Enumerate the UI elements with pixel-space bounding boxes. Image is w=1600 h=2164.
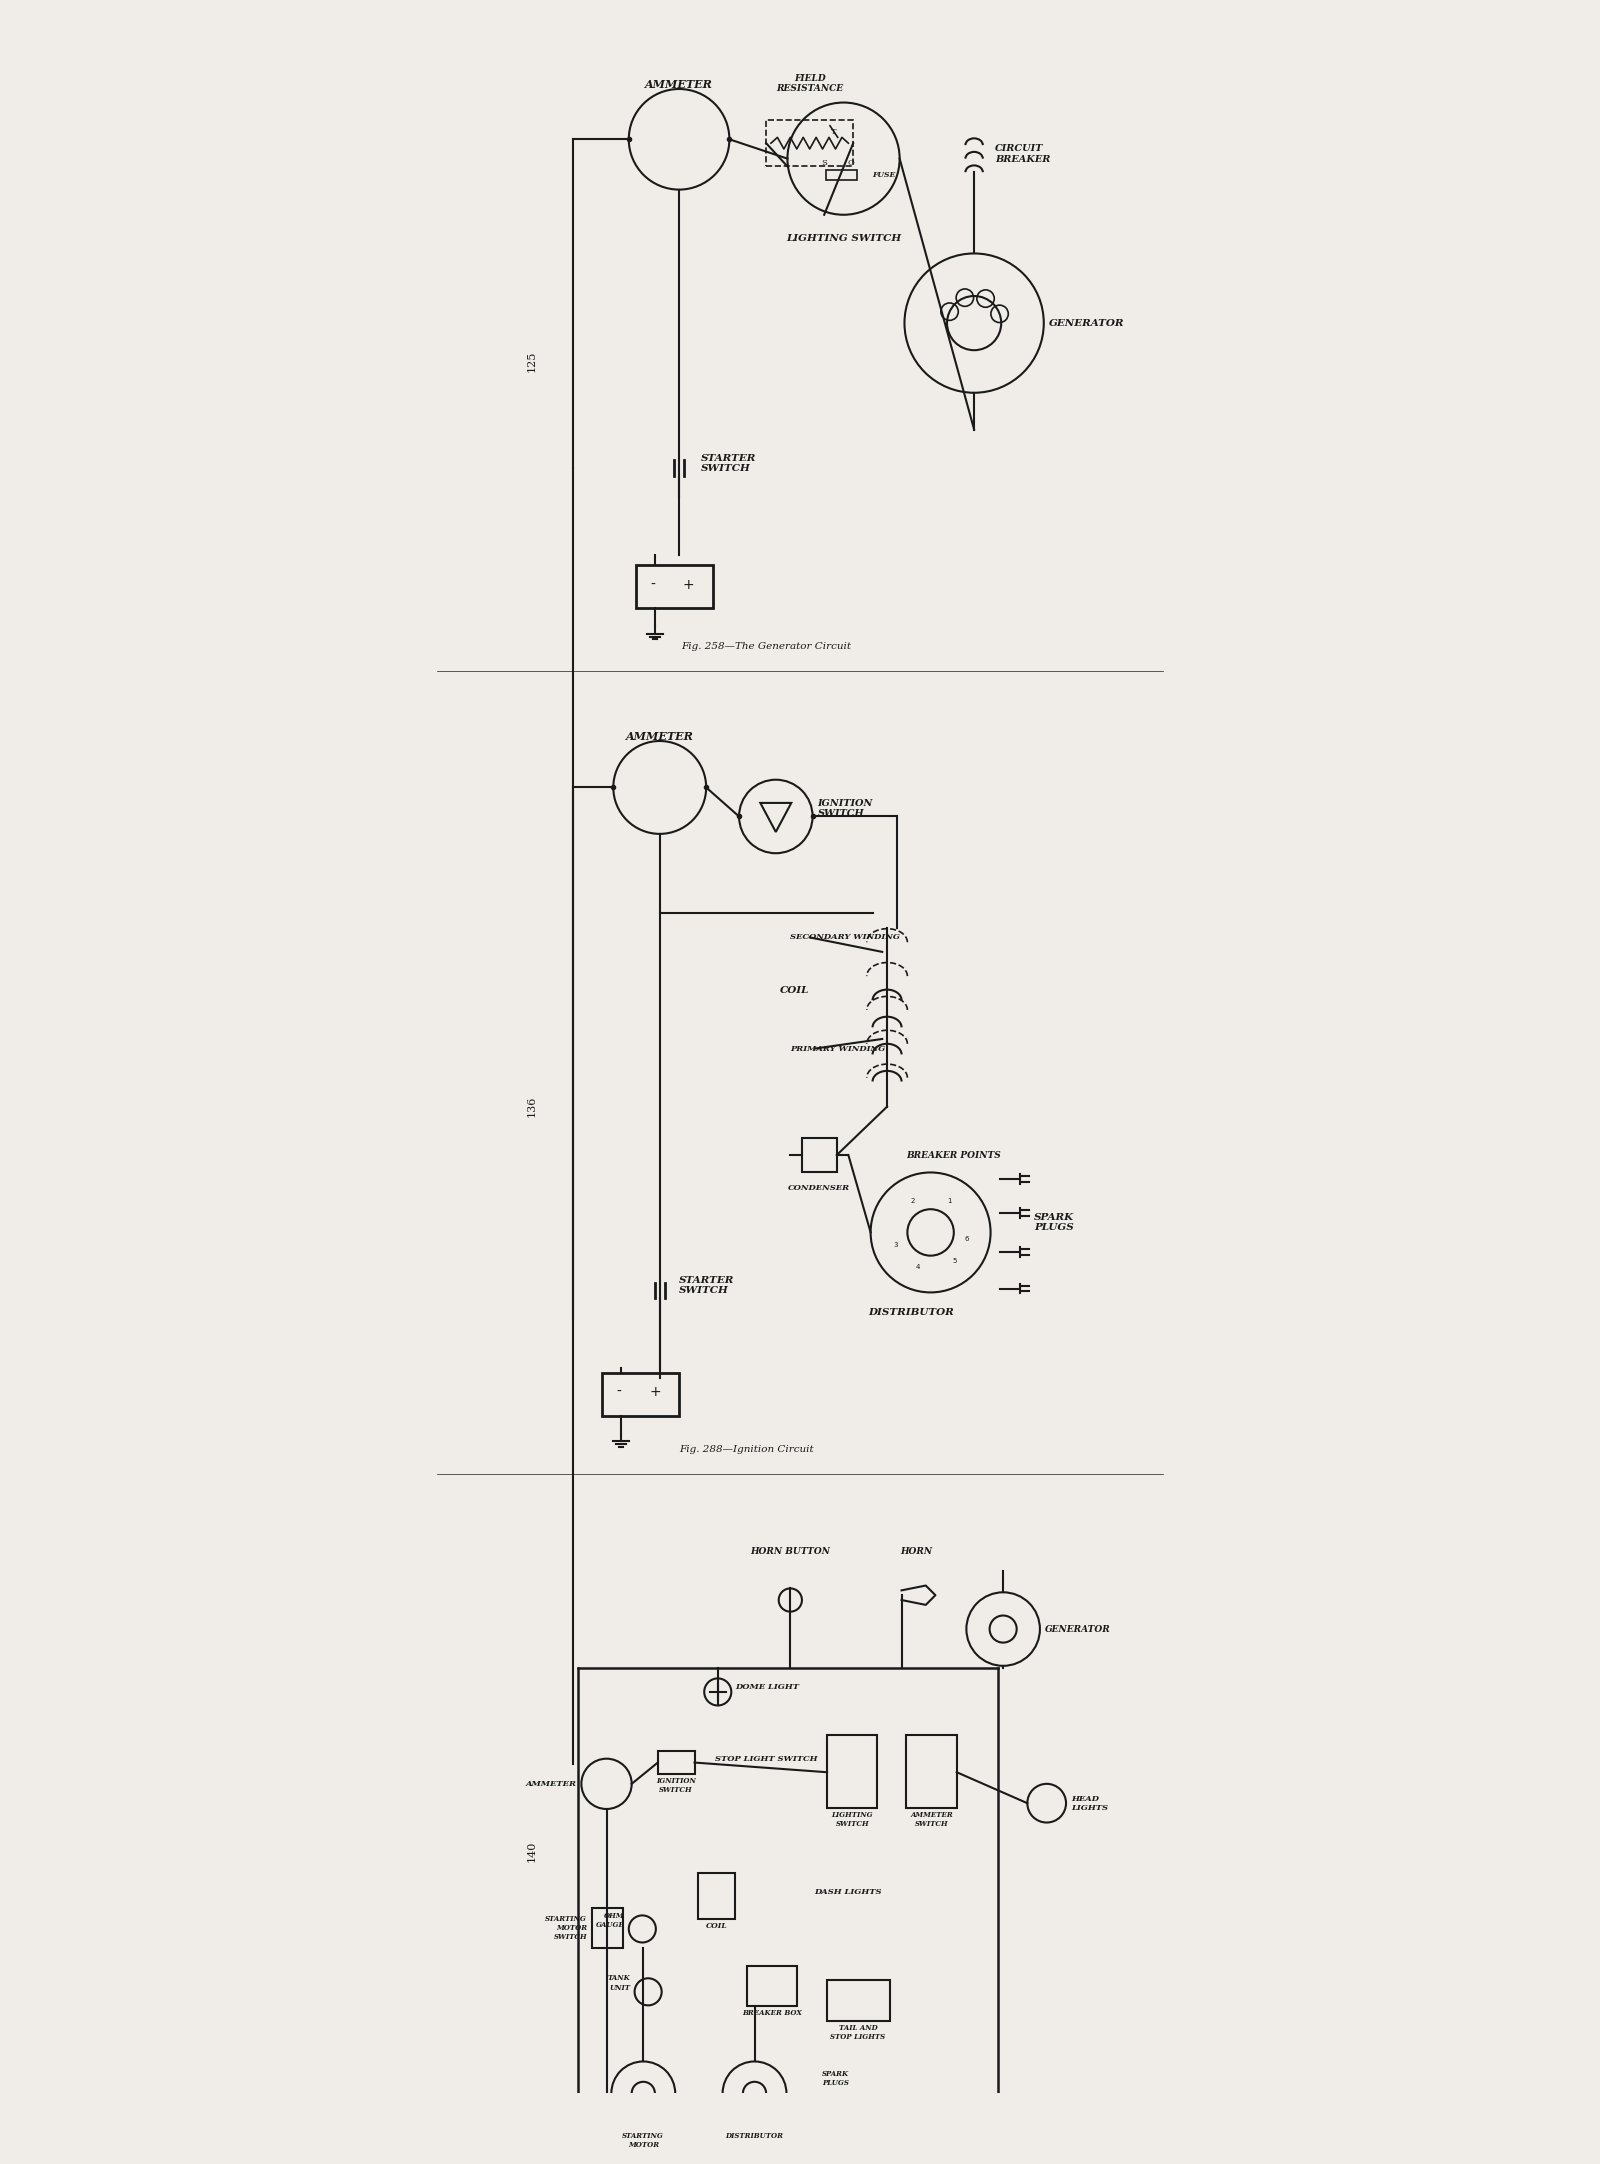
Text: Fig. 288—Ignition Circuit: Fig. 288—Ignition Circuit (680, 1446, 814, 1454)
Text: 6: 6 (965, 1236, 970, 1242)
Text: STARTER
SWITCH: STARTER SWITCH (701, 454, 755, 474)
Text: DASH LIGHTS: DASH LIGHTS (814, 1889, 882, 1896)
Text: FUSE: FUSE (872, 171, 896, 180)
Text: LIGHTING
SWITCH: LIGHTING SWITCH (832, 1811, 874, 1829)
Text: CIRCUIT
BREAKER: CIRCUIT BREAKER (995, 145, 1051, 164)
Text: 3: 3 (894, 1242, 898, 1249)
Bar (826, 171, 858, 180)
Text: +: + (683, 578, 694, 591)
Text: HORN: HORN (901, 1547, 933, 1556)
Bar (827, 1736, 877, 1809)
Text: S: S (821, 160, 827, 167)
Text: 4: 4 (915, 1264, 920, 1270)
Text: DISTRIBUTOR: DISTRIBUTOR (869, 1307, 954, 1318)
Text: AMMETER
SWITCH: AMMETER SWITCH (910, 1811, 954, 1829)
Text: 125: 125 (526, 351, 538, 372)
Text: HORN BUTTON: HORN BUTTON (750, 1547, 830, 1556)
Bar (766, 119, 853, 167)
Text: TANK
UNIT: TANK UNIT (608, 1974, 630, 1991)
Text: AMMETER: AMMETER (645, 80, 714, 91)
Bar (699, 1872, 734, 1919)
Text: 5: 5 (952, 1257, 957, 1264)
Text: -: - (616, 1385, 621, 1400)
Text: Fig. 258—The Generator Circuit: Fig. 258—The Generator Circuit (682, 643, 851, 651)
Text: BREAKER POINTS: BREAKER POINTS (907, 1151, 1002, 1160)
Text: BREAKER BOX: BREAKER BOX (742, 2008, 802, 2017)
Text: IGNITION
SWITCH: IGNITION SWITCH (656, 1777, 696, 1794)
Text: 2: 2 (910, 1197, 915, 1203)
Text: SPARK
PLUGS: SPARK PLUGS (822, 2071, 850, 2088)
Bar (658, 1751, 694, 1774)
Text: -: - (651, 578, 656, 591)
Text: COIL: COIL (781, 987, 810, 995)
Text: STARTING
MOTOR
SWITCH: STARTING MOTOR SWITCH (546, 1915, 587, 1941)
Bar (602, 1372, 678, 1415)
Bar (907, 1736, 957, 1809)
Text: DISTRIBUTOR: DISTRIBUTOR (725, 2132, 784, 2140)
Text: GENERATOR: GENERATOR (1045, 1625, 1110, 1634)
Text: DOME LIGHT: DOME LIGHT (734, 1684, 798, 1690)
Text: PRIMARY WINDING: PRIMARY WINDING (790, 1045, 885, 1052)
Text: SECONDARY WINDING: SECONDARY WINDING (790, 933, 901, 941)
Text: +: + (650, 1385, 661, 1400)
Text: AMMETER: AMMETER (525, 1779, 576, 1787)
Text: STARTING
MOTOR: STARTING MOTOR (622, 2132, 664, 2149)
Bar (802, 1138, 837, 1173)
Text: AMMETER: AMMETER (626, 731, 694, 742)
Text: O: O (848, 160, 854, 167)
Text: 136: 136 (526, 1095, 538, 1117)
Bar (592, 1909, 622, 1948)
Text: OHM
GAUGE: OHM GAUGE (597, 1911, 626, 1928)
Text: TAIL AND
STOP LIGHTS: TAIL AND STOP LIGHTS (830, 2023, 886, 2041)
Text: FIELD
RESISTANCE: FIELD RESISTANCE (776, 74, 843, 93)
Text: COIL: COIL (706, 1922, 728, 1930)
Text: STARTER
SWITCH: STARTER SWITCH (678, 1277, 734, 1296)
Text: LIGHTING SWITCH: LIGHTING SWITCH (786, 234, 901, 242)
Bar (635, 565, 714, 608)
Bar (827, 1980, 890, 2021)
Text: SPARK
PLUGS: SPARK PLUGS (1034, 1214, 1074, 1233)
Text: GENERATOR: GENERATOR (1048, 318, 1125, 327)
Text: IGNITION
SWITCH: IGNITION SWITCH (818, 799, 872, 818)
Text: T: T (830, 128, 837, 136)
Text: 1: 1 (947, 1197, 952, 1203)
Bar (747, 1965, 797, 2006)
Text: STOP LIGHT SWITCH: STOP LIGHT SWITCH (715, 1755, 818, 1764)
Text: CONDENSER: CONDENSER (789, 1184, 851, 1192)
Text: HEAD
LIGHTS: HEAD LIGHTS (1070, 1794, 1107, 1811)
Text: 140: 140 (526, 1842, 538, 1863)
